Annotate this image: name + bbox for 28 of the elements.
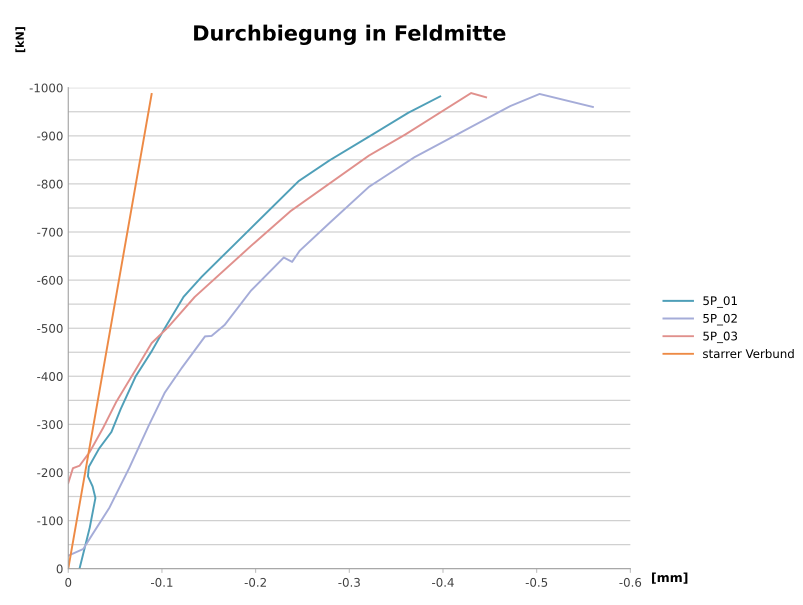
y-tick-label: -700 (37, 228, 63, 237)
y-tick-label: -900 (37, 132, 63, 140)
x-tick-label: -0.1 (151, 578, 172, 587)
line-series (68, 93, 594, 557)
y-tick-label: -1000 (30, 83, 63, 92)
x-tick-label: 0 (65, 578, 72, 587)
y-tick-label: -500 (37, 324, 63, 333)
legend-label: 5P_01 (703, 296, 737, 308)
y-tick-label: -800 (37, 180, 63, 189)
line-series (68, 92, 488, 484)
y-tick-label: -400 (37, 372, 63, 381)
y-tick-label: -100 (37, 516, 63, 526)
line-series (78, 95, 442, 569)
y-tick-label: -300 (37, 420, 63, 430)
y-tick-label: -600 (37, 276, 63, 285)
y-tick-label: 0 (56, 564, 63, 574)
x-tick-label: -0.3 (338, 578, 360, 587)
x-axis-title: [mm] (652, 572, 688, 584)
legend-label: 5P_03 (703, 332, 738, 344)
x-tick-label: -0.5 (526, 578, 548, 587)
x-tick-label: -0.6 (619, 578, 642, 587)
x-tick-label: -0.2 (244, 578, 266, 587)
chart-title: Durchbiegung in Feldmitte (194, 24, 506, 45)
legend-label: starrer Verbund (703, 348, 794, 358)
legend-label: 5P_02 (703, 314, 737, 326)
x-tick-label: -0.4 (432, 578, 454, 587)
y-axis-title: [kN] (15, 27, 26, 52)
y-tick-label: -200 (37, 468, 63, 478)
